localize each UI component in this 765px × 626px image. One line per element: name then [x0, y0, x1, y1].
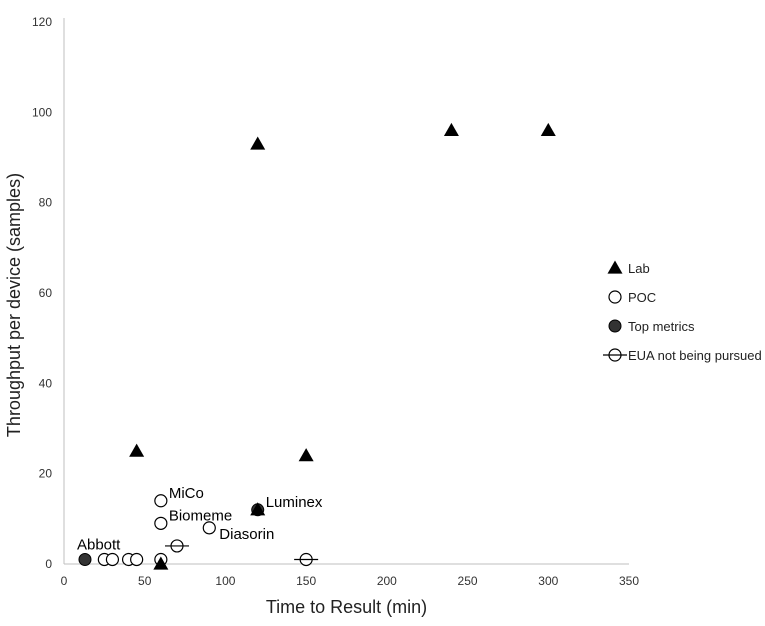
x-tick-label: 50: [138, 574, 152, 588]
y-tick-label: 0: [45, 557, 52, 571]
point-poc: [202, 521, 216, 535]
point-lab: [298, 448, 314, 462]
point-poc: [154, 516, 168, 530]
legend-marker: [603, 348, 627, 362]
legend-marker: [608, 319, 622, 333]
y-tick-label: 120: [32, 15, 52, 29]
point-top-metrics: [78, 552, 92, 566]
axes: 0 50 100 150 200 250 300 350 0 20 40 60 80 100 120: [32, 15, 639, 588]
legend-label: Lab: [628, 261, 650, 276]
x-tick-label: 0: [61, 574, 68, 588]
y-tick-label: 40: [39, 376, 53, 390]
x-tick-label: 250: [458, 574, 478, 588]
legend-label: POC: [628, 290, 656, 305]
annotation-label: Abbott: [77, 536, 121, 553]
legend: Lab POC Top metrics EUA not being pursued: [603, 260, 762, 363]
legend-marker: [608, 290, 622, 304]
point-lab: [443, 122, 459, 137]
annotation-label: Diasorin: [219, 526, 274, 543]
y-tick-label: 80: [39, 196, 53, 210]
point-lab: [129, 443, 145, 457]
legend-label: Top metrics: [628, 319, 695, 334]
y-tick-label: 60: [39, 286, 53, 300]
point-poc: [154, 494, 168, 508]
point-lab: [250, 502, 266, 516]
point-eua-not-being-pursued: [165, 539, 189, 553]
annotations: Abbott MiCo Biomeme Diasorin Luminex: [77, 485, 323, 554]
legend-marker: [607, 260, 623, 274]
x-tick-label: 100: [215, 574, 235, 588]
point-eua-not-being-pursued: [294, 552, 319, 567]
annotation-label: MiCo: [169, 485, 204, 502]
point-lab: [153, 556, 169, 570]
x-tick-label: 200: [377, 574, 397, 588]
annotation-label: Luminex: [266, 494, 323, 511]
point-poc: [130, 552, 144, 567]
y-tick-label: 100: [32, 105, 52, 119]
x-tick-label: 150: [296, 574, 316, 588]
x-tick-label: 300: [538, 574, 558, 588]
y-axis-title: Throughput per device (samples): [4, 173, 24, 437]
annotation-label: Biomeme: [169, 507, 232, 524]
data-marks: [78, 122, 556, 570]
point-lab: [250, 136, 266, 150]
point-poc: [105, 552, 120, 567]
x-axis-title: Time to Result (min): [266, 597, 427, 617]
y-tick-label: 20: [39, 467, 53, 481]
legend-label: EUA not being pursued: [628, 348, 762, 363]
x-tick-label: 350: [619, 574, 639, 588]
point-lab: [540, 122, 556, 137]
